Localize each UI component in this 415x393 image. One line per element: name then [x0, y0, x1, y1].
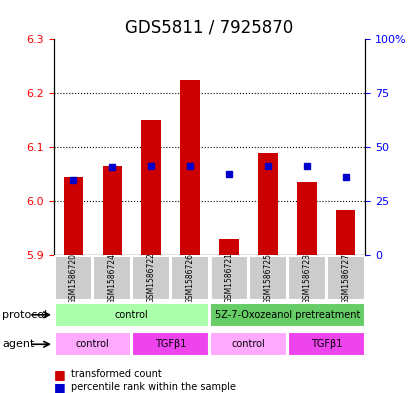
Bar — [132, 256, 170, 300]
Text: ■: ■ — [54, 380, 66, 393]
Text: control: control — [115, 310, 149, 320]
Bar — [258, 153, 278, 255]
Bar — [210, 256, 248, 300]
Bar — [181, 80, 200, 255]
Title: GDS5811 / 7925870: GDS5811 / 7925870 — [125, 18, 294, 37]
Text: GSM1586720: GSM1586720 — [69, 253, 78, 303]
Bar — [249, 256, 287, 300]
Bar — [171, 256, 209, 300]
Text: GSM1586726: GSM1586726 — [186, 253, 195, 303]
Bar — [132, 332, 209, 356]
Text: GSM1586724: GSM1586724 — [108, 253, 117, 303]
Bar — [55, 256, 92, 300]
Text: 5Z-7-Oxozeanol pretreatment: 5Z-7-Oxozeanol pretreatment — [215, 310, 360, 320]
Bar — [210, 332, 287, 356]
Bar — [93, 256, 131, 300]
Text: GSM1586727: GSM1586727 — [341, 253, 350, 303]
Text: TGFβ1: TGFβ1 — [310, 339, 342, 349]
Text: TGFβ1: TGFβ1 — [155, 339, 186, 349]
Bar — [219, 239, 239, 255]
Bar — [336, 209, 356, 255]
Bar — [103, 166, 122, 255]
Bar — [142, 120, 161, 255]
Bar — [297, 182, 317, 255]
Text: control: control — [76, 339, 110, 349]
Text: GSM1586723: GSM1586723 — [303, 253, 311, 303]
Text: GSM1586725: GSM1586725 — [264, 253, 272, 303]
Text: ■: ■ — [54, 367, 66, 381]
Bar — [288, 256, 326, 300]
Bar — [55, 332, 131, 356]
Text: agent: agent — [2, 339, 34, 349]
Text: transformed count: transformed count — [71, 369, 162, 379]
Text: percentile rank within the sample: percentile rank within the sample — [71, 382, 237, 392]
Text: GSM1586722: GSM1586722 — [147, 253, 156, 303]
Bar — [210, 303, 365, 327]
Bar — [288, 332, 365, 356]
Bar — [63, 177, 83, 255]
Text: GSM1586721: GSM1586721 — [225, 253, 234, 303]
Bar — [55, 303, 209, 327]
Text: control: control — [232, 339, 265, 349]
Bar — [327, 256, 365, 300]
Text: protocol: protocol — [2, 310, 47, 320]
